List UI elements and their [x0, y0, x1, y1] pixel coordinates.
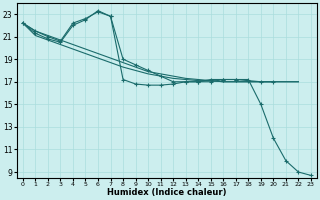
X-axis label: Humidex (Indice chaleur): Humidex (Indice chaleur) — [107, 188, 227, 197]
